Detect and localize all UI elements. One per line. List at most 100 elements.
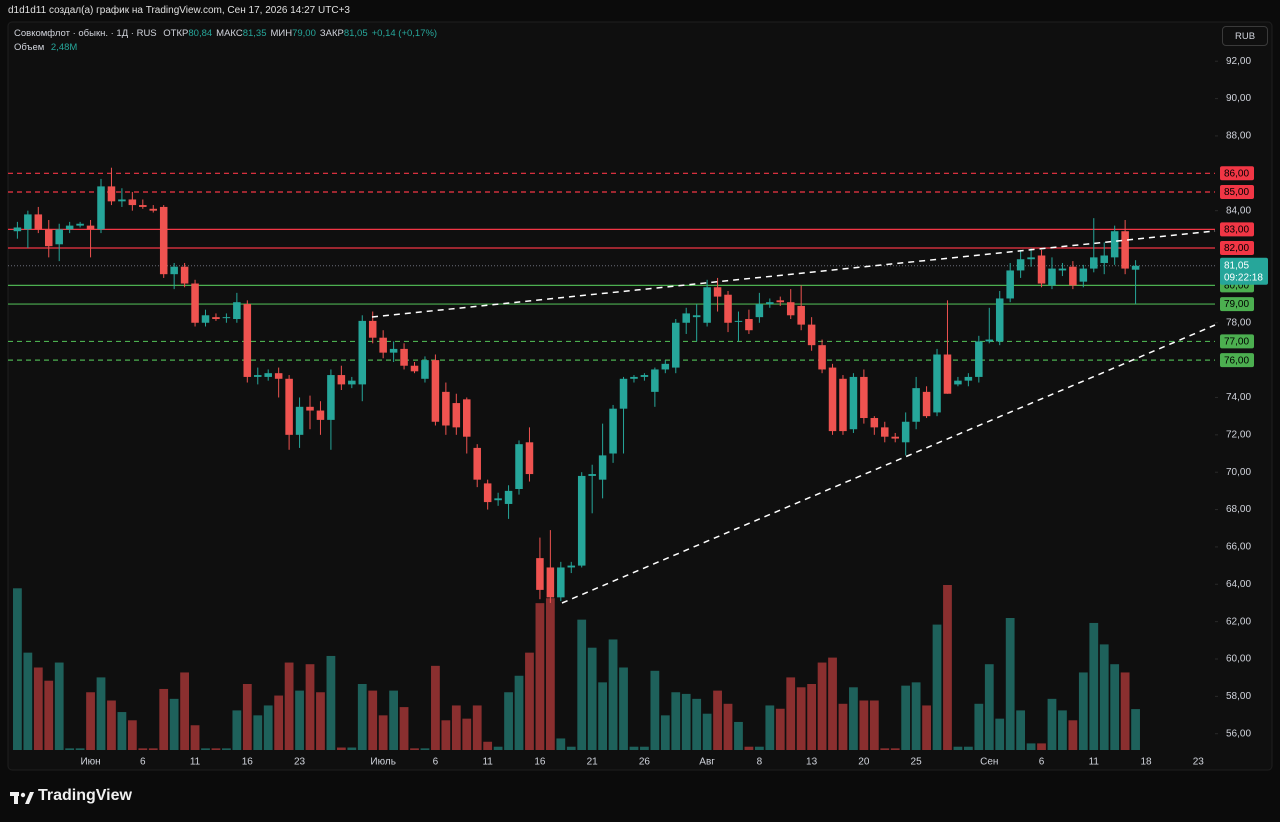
candle-body [76, 223, 84, 226]
legend-change: +0,14 (+0,17%) [371, 28, 438, 39]
level-label-box [1220, 241, 1254, 256]
candle-body [274, 373, 283, 379]
candles-layer [13, 167, 1140, 603]
volume-bar [786, 677, 796, 750]
candle-body [410, 365, 419, 372]
volume-bar [1016, 710, 1026, 750]
candle-body [306, 406, 314, 411]
volume-bar [692, 698, 702, 750]
candle-body [682, 313, 690, 323]
candle-body [149, 208, 158, 211]
candle-body [536, 558, 544, 590]
volume-bar [1089, 622, 1099, 750]
y-tick-label: 72,00 [1226, 429, 1251, 440]
volume-bar [765, 705, 775, 750]
candle-body [692, 315, 701, 318]
volume-bar [420, 748, 430, 750]
x-tick-label: 13 [806, 757, 818, 768]
candle-body [1079, 268, 1088, 282]
candle-body [724, 294, 732, 323]
volume-bar [305, 664, 315, 750]
x-tick-label: 18 [1140, 757, 1152, 768]
volume-bar [514, 675, 524, 750]
level-label: 82,00 [1224, 243, 1249, 254]
candle-body [44, 229, 53, 247]
volume-bar [336, 747, 346, 750]
volume-bar [368, 690, 378, 750]
volume-bar [922, 705, 931, 750]
volume-value: 2,48M [50, 42, 78, 53]
volume-bar [901, 685, 911, 750]
symbol: Совкомфлот · обыкн. · 1Д · RUS [14, 28, 157, 39]
candle-body [285, 378, 293, 435]
y-tick-label: 90,00 [1226, 93, 1251, 104]
candle-body [807, 324, 816, 346]
legend-field-value: 79,00 [292, 28, 316, 39]
candle-body [1131, 265, 1140, 270]
volume-bar [13, 588, 22, 750]
last-price-label: 81,05 [1224, 260, 1249, 271]
volume-bar [681, 693, 691, 750]
volume-bar [1110, 664, 1120, 750]
x-tick-label: 6 [433, 757, 439, 768]
x-tick-label: 8 [757, 757, 763, 768]
volume-bar [1068, 720, 1078, 750]
candle-body [975, 341, 983, 377]
candle-body [828, 367, 837, 432]
x-tick-label: 20 [858, 757, 870, 768]
volume-bar [556, 738, 566, 750]
volume-bar [441, 720, 451, 750]
candle-body [598, 455, 607, 480]
volume-bar [483, 741, 493, 750]
volume-bar [107, 700, 116, 750]
volume-bar [1078, 672, 1088, 750]
legend-field-name: ОТКР [163, 28, 189, 39]
volume-bar [838, 703, 848, 750]
candle-body [442, 391, 450, 426]
volume-bar [1047, 698, 1057, 750]
candle-body [431, 360, 440, 422]
volume-bar [608, 639, 618, 750]
volume-bar [1005, 618, 1015, 750]
volume-bar [629, 746, 639, 750]
candle-body [421, 360, 429, 379]
volume-bar [222, 748, 231, 750]
candle-body [452, 403, 461, 428]
levels-layer [8, 172, 1215, 361]
legend-field-name: ЗАКР [319, 28, 344, 39]
candle-body [1037, 255, 1046, 284]
candle-body [797, 305, 805, 325]
candle-body [233, 302, 241, 320]
volume-bar [943, 585, 952, 750]
candle-body [755, 304, 764, 318]
candle-body [818, 345, 826, 370]
currency-button[interactable]: RUB [1222, 26, 1268, 46]
volume-bar [211, 748, 221, 750]
volume-bar [869, 700, 879, 750]
y-tick-label: 60,00 [1226, 654, 1251, 665]
volume-bar [995, 718, 1005, 750]
level-label-box [1220, 297, 1254, 312]
volume-bar [849, 687, 858, 750]
legend-field-value: 81,35 [242, 28, 267, 39]
volume-bar [357, 684, 367, 750]
trend-line [371, 230, 1216, 318]
volume-bar [138, 748, 148, 750]
volume-bar [472, 705, 482, 750]
candle-body [504, 490, 513, 504]
volume-bar [974, 703, 984, 750]
volume-bar [817, 662, 827, 750]
candle-body [912, 388, 920, 422]
candle-body [494, 498, 502, 501]
candle-body [327, 375, 335, 420]
candle-body [358, 320, 367, 385]
volume-bar [65, 748, 75, 750]
logo-part [25, 792, 34, 804]
candle-body [860, 376, 868, 419]
y-tick-label: 88,00 [1226, 131, 1251, 142]
volume-bar [378, 715, 388, 750]
candle-body [964, 376, 973, 381]
volume-bar [525, 652, 534, 750]
volume-bar [1058, 710, 1067, 750]
volume-bar [660, 715, 670, 750]
